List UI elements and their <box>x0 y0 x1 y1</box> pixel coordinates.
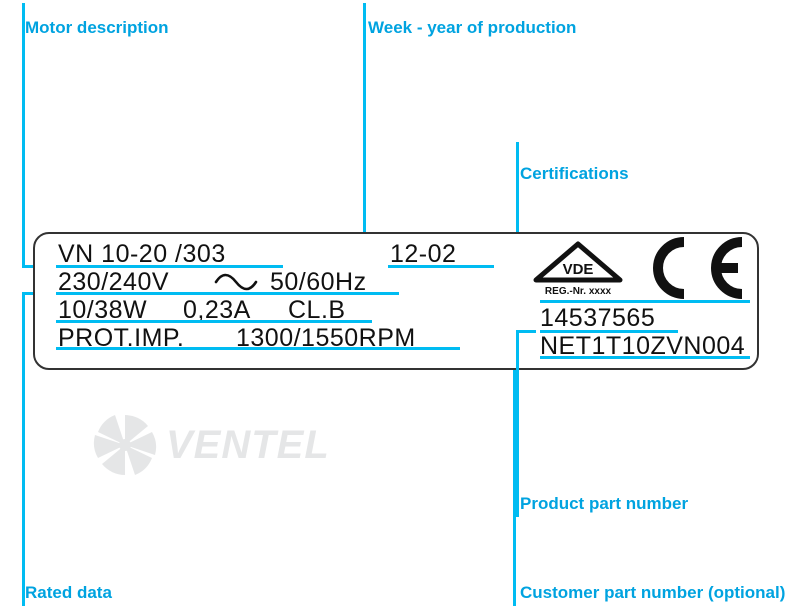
leader-product-part-h <box>516 330 536 333</box>
ac-symbol-icon <box>214 272 258 292</box>
label-week-year: Week - year of production <box>368 18 576 38</box>
label-certifications: Certifications <box>520 164 629 184</box>
svg-text:VDE: VDE <box>563 261 594 278</box>
underline-part-number <box>540 330 678 333</box>
label-rated-data: Rated data <box>25 583 112 603</box>
watermark-logo: VENTEL <box>90 410 370 480</box>
underline-motor-desc <box>56 265 283 268</box>
label-product-part-number: Product part number <box>520 494 688 514</box>
label-customer-part-number: Customer part number (optional) <box>520 583 785 603</box>
underline-customer-pn <box>540 356 750 359</box>
leader-product-part-v <box>516 330 519 517</box>
vde-logo-icon: VDE REG.-Nr. xxxx <box>530 240 626 300</box>
underline-rated-2 <box>56 320 372 323</box>
underline-rated-3 <box>56 347 460 350</box>
fan-icon <box>90 410 160 480</box>
label-motor-description: Motor description <box>25 18 169 38</box>
ce-logo-icon <box>634 236 750 300</box>
plate-part-number: 14537565 <box>540 304 655 333</box>
leader-rated-data-v <box>22 292 25 606</box>
watermark-text: VENTEL <box>166 423 330 468</box>
underline-date-code <box>388 265 494 268</box>
svg-text:REG.-Nr. xxxx: REG.-Nr. xxxx <box>545 286 612 297</box>
leader-motor-description-v <box>22 3 25 265</box>
underline-rated-1 <box>56 292 399 295</box>
leader-week-year-v <box>363 3 366 265</box>
underline-certifications <box>540 300 750 303</box>
